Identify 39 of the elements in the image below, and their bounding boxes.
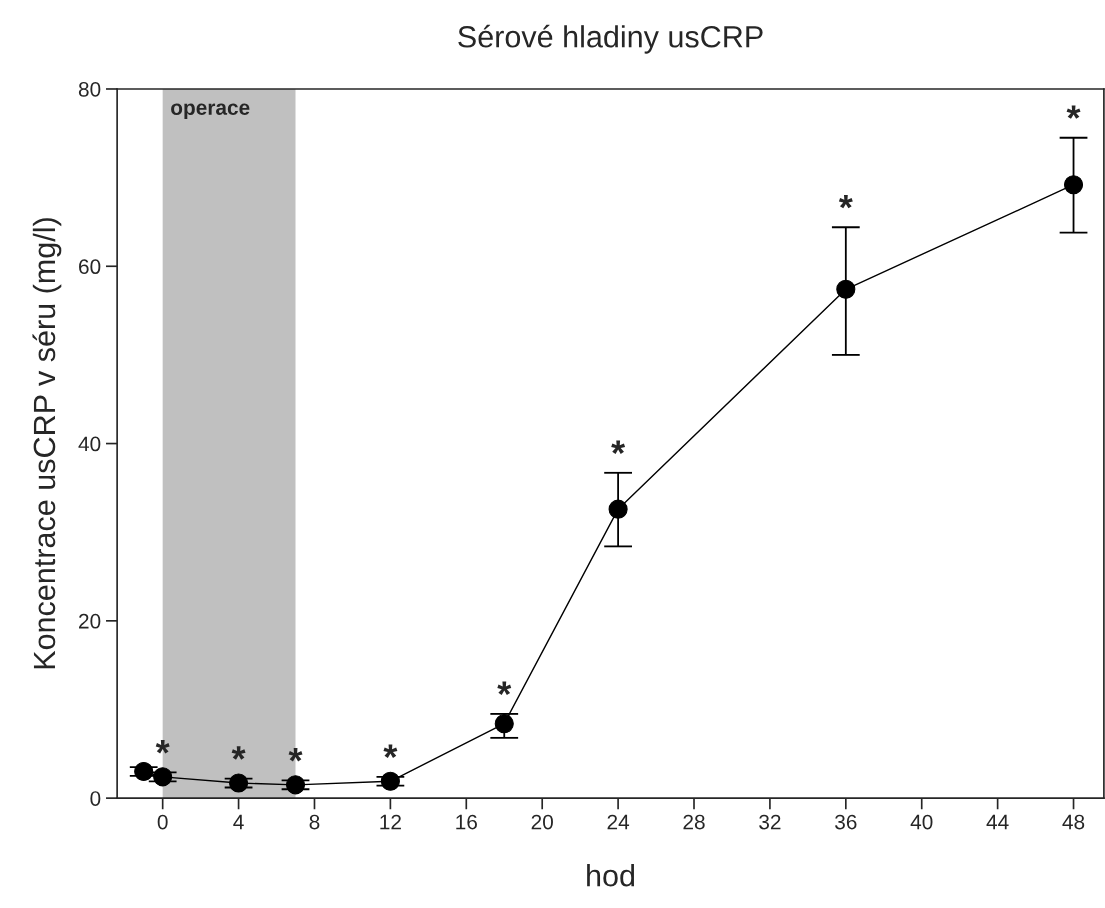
chart-title: Sérové hladiny usCRP: [458, 24, 763, 54]
x-tick-label: 48: [1062, 814, 1085, 830]
y-tick-label: 60: [79, 259, 101, 275]
x-tick-label: 0: [157, 814, 168, 830]
x-tick-label: 36: [835, 814, 857, 830]
annotation: *: [155, 740, 170, 754]
x-tick-label: 40: [910, 814, 933, 830]
point: [836, 279, 856, 299]
y-tick-label: 20: [79, 613, 101, 629]
x-tick-label: 12: [380, 814, 401, 830]
point: [229, 773, 249, 793]
point: [1063, 175, 1084, 195]
point: [380, 771, 400, 791]
y-tick-label: 40: [78, 436, 101, 452]
x-axis-title: hod: [587, 864, 635, 887]
x-tick-label: 32: [759, 814, 781, 830]
annotation: *: [383, 744, 398, 758]
annotation: *: [497, 681, 512, 696]
point: [285, 775, 306, 795]
x-tick-label: 16: [456, 814, 477, 830]
point: [494, 714, 514, 734]
x-tick-label: 28: [683, 814, 705, 830]
point: [608, 499, 628, 519]
point: [134, 761, 154, 782]
y-axis-title: Koncentrace usCRP v séru (mg/l): [32, 218, 62, 669]
annotation: *: [611, 440, 626, 454]
x-tick-label: 20: [531, 814, 553, 830]
x-tick-label: 44: [986, 814, 1009, 830]
x-tick-label: 4: [233, 814, 244, 830]
annotation: *: [1066, 105, 1081, 119]
y-tick-label: 0: [90, 791, 101, 806]
point: [153, 767, 173, 787]
annotation: *: [288, 748, 303, 762]
x-tick-label: 24: [607, 814, 630, 830]
annotation: *: [231, 746, 246, 760]
x-tick-label: 8: [309, 814, 320, 830]
band-label: operace: [171, 103, 250, 120]
y-tick-label: 80: [78, 81, 101, 97]
annotation: *: [838, 194, 853, 209]
